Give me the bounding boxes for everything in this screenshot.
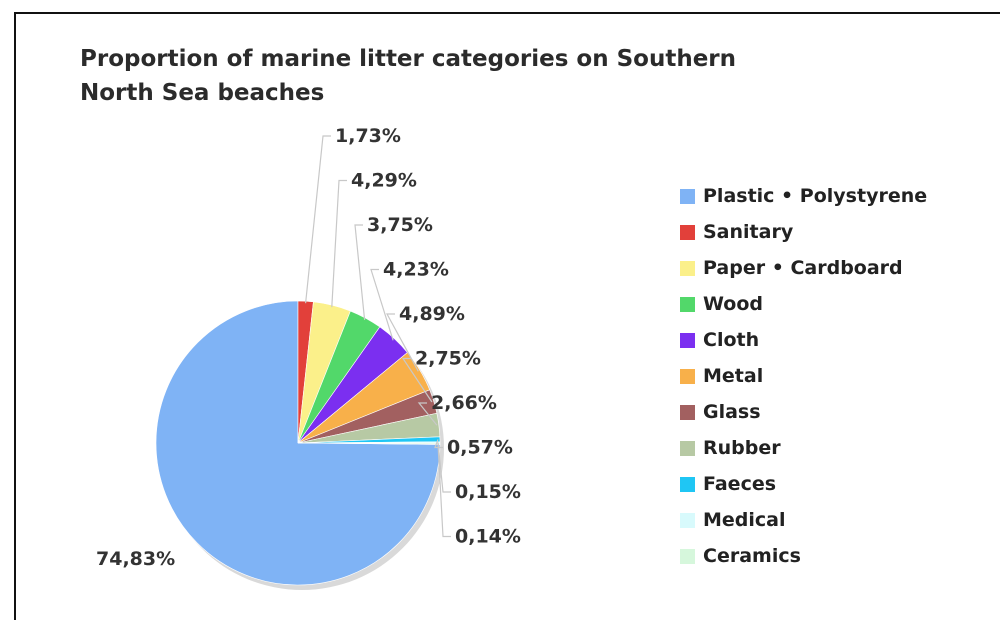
leader-line xyxy=(385,313,419,372)
legend-swatch xyxy=(680,548,695,564)
legend-swatch xyxy=(680,224,695,240)
legend-item: Ceramics xyxy=(680,538,927,574)
legend-label: Rubber xyxy=(703,437,781,459)
legend-swatch xyxy=(680,260,695,276)
legend-label: Medical xyxy=(703,509,786,531)
legend-label: Cloth xyxy=(703,329,760,351)
leader-line xyxy=(401,357,433,403)
legend-label: Sanitary xyxy=(703,221,794,243)
data-label: 0,15% xyxy=(455,481,521,503)
legend-item: Rubber xyxy=(680,430,927,466)
legend-item: Sanitary xyxy=(680,214,927,250)
legend-item: Medical xyxy=(680,502,927,538)
legend-item: Plastic • Polystyrene xyxy=(680,178,927,214)
legend-swatch xyxy=(680,296,695,312)
leader-line xyxy=(370,268,394,341)
legend-swatch xyxy=(680,476,695,492)
chart-title: Proportion of marine litter categories o… xyxy=(80,46,737,106)
legend-swatch xyxy=(680,368,695,384)
legend-label: Ceramics xyxy=(703,545,801,567)
data-label: 0,14% xyxy=(455,526,521,548)
frame-border-left xyxy=(14,12,16,620)
data-label: 2,66% xyxy=(431,392,497,414)
data-label: 2,75% xyxy=(415,348,481,370)
leader-line xyxy=(305,135,331,304)
legend-label: Paper • Cardboard xyxy=(703,257,903,279)
legend-swatch xyxy=(680,512,695,528)
legend-item: Cloth xyxy=(680,322,927,358)
data-label: 3,75% xyxy=(367,214,433,236)
legend-label: Metal xyxy=(703,365,764,387)
frame-border-top xyxy=(14,12,1000,14)
data-label: 4,89% xyxy=(399,303,465,325)
data-label: 0,57% xyxy=(447,437,513,459)
chart-legend: Plastic • Polystyrene Sanitary Paper • Car… xyxy=(680,178,927,574)
pie-slice-plastic-polystyrene xyxy=(155,300,441,586)
legend-item: Paper • Cardboard xyxy=(680,250,927,286)
leader-line xyxy=(417,402,438,426)
legend-swatch xyxy=(680,332,695,348)
legend-label: Wood xyxy=(703,293,763,315)
leader-line xyxy=(331,179,347,308)
leader-line xyxy=(434,439,443,449)
leader-line xyxy=(437,443,451,538)
data-label: 4,29% xyxy=(351,170,417,192)
legend-label: Faeces xyxy=(703,473,777,495)
leader-line xyxy=(354,224,366,320)
data-label: 74,83% xyxy=(96,548,175,570)
legend-item: Glass xyxy=(680,394,927,430)
legend-swatch xyxy=(680,188,695,204)
legend-swatch xyxy=(680,404,695,420)
data-label: 1,73% xyxy=(335,125,401,147)
legend-item: Wood xyxy=(680,286,927,322)
legend-swatch xyxy=(680,440,695,456)
leader-line xyxy=(437,442,451,493)
legend-label: Plastic • Polystyrene xyxy=(703,185,928,207)
legend-label: Glass xyxy=(703,401,761,423)
pie-slice-ceramics xyxy=(297,442,441,445)
legend-item: Faeces xyxy=(680,466,927,502)
legend-item: Metal xyxy=(680,358,927,394)
data-label: 4,23% xyxy=(383,259,449,281)
